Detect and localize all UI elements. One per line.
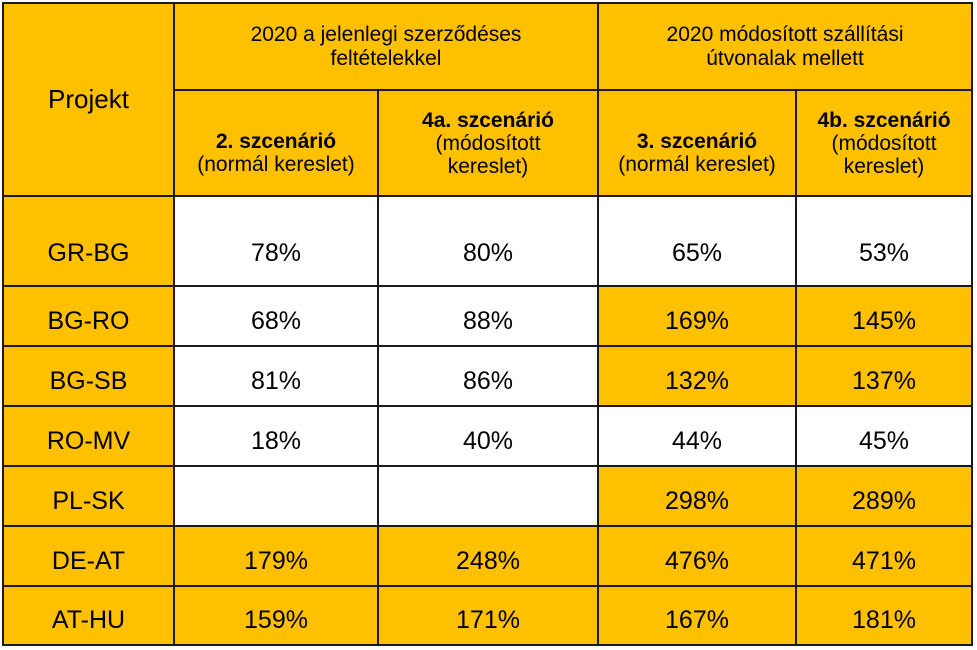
value-cell: 53%: [795, 195, 974, 287]
value-cell: 78%: [173, 195, 379, 287]
scenario-title: 4a. szcenárió: [422, 108, 554, 132]
table-row: BG-SB 81% 86% 132% 137%: [2, 345, 974, 407]
scenario-4a-header: 4a. szcenárió (módosított kereslet): [376, 89, 600, 197]
value-cell: 476%: [597, 525, 798, 587]
scenario-desc-2: kereslet): [843, 154, 925, 178]
value-cell: 65%: [597, 195, 798, 287]
scenario-2-header: 2. szcenárió (normál kereslet): [173, 89, 379, 197]
value-cell: 181%: [795, 585, 974, 646]
value-cell: 81%: [173, 345, 379, 407]
value-cell: 86%: [376, 345, 600, 407]
row-project-name: PL-SK: [2, 465, 175, 527]
value-cell: 80%: [376, 195, 600, 287]
table-row: RO-MV 18% 40% 44% 45%: [2, 405, 974, 467]
header-row-groups: Projekt 2020 a jelenlegi szerződéses fel…: [2, 2, 974, 197]
group2-line1: 2020 módosított szállítási: [666, 22, 904, 46]
value-cell: 298%: [597, 465, 798, 527]
table-row: BG-RO 68% 88% 169% 145%: [2, 285, 974, 347]
table-row: DE-AT 179% 248% 476% 471%: [2, 525, 974, 587]
scenario-title: 4b. szcenárió: [817, 108, 951, 132]
value-cell: 169%: [597, 285, 798, 347]
table-row: AT-HU 159% 171% 167% 181%: [2, 585, 974, 646]
group1-line2: feltételekkel: [330, 46, 442, 70]
value-cell: 159%: [173, 585, 379, 646]
scenario-title: 2. szcenárió: [215, 130, 337, 153]
group2-line2: útvonalak mellett: [706, 46, 864, 70]
row-project-name: DE-AT: [2, 525, 175, 587]
value-cell: 18%: [173, 405, 379, 467]
value-cell: 471%: [795, 525, 974, 587]
row-project-name: RO-MV: [2, 405, 175, 467]
scenario-desc: (módosított: [435, 131, 541, 155]
value-cell: 137%: [795, 345, 974, 407]
scenario-4b-header: 4b. szcenárió (módosított kereslet): [795, 89, 974, 197]
table-row: GR-BG 78% 80% 65% 53%: [2, 195, 974, 287]
row-project-name: AT-HU: [2, 585, 175, 646]
row-project-name: GR-BG: [2, 195, 175, 287]
value-cell: 132%: [597, 345, 798, 407]
value-cell: 68%: [173, 285, 379, 347]
scenario-desc: (normál kereslet): [197, 153, 355, 176]
scenario-desc: (normál kereslet): [618, 153, 776, 176]
project-header: Projekt: [2, 2, 175, 197]
scenario-desc-2: kereslet): [447, 154, 529, 178]
group-header-current-contracts: 2020 a jelenlegi szerződéses feltételekk…: [172, 2, 600, 91]
value-cell: [376, 465, 600, 527]
value-cell: 88%: [376, 285, 600, 347]
table-row: PL-SK 298% 289%: [2, 465, 974, 527]
value-cell: 289%: [795, 465, 974, 527]
value-cell: 171%: [376, 585, 600, 646]
value-cell: 45%: [795, 405, 974, 467]
value-cell: [173, 465, 379, 527]
scenario-desc: (módosított: [831, 131, 937, 155]
value-cell: 248%: [376, 525, 600, 587]
header-row-scenarios: 2. szcenárió (normál kereslet) 4a. szcen…: [3, 89, 974, 197]
scenario-title: 3. szcenárió: [636, 130, 758, 153]
value-cell: 179%: [173, 525, 379, 587]
scenario-3-header: 3. szcenárió (normál kereslet): [597, 89, 798, 197]
value-cell: 40%: [376, 405, 600, 467]
row-project-name: BG-SB: [2, 345, 175, 407]
value-cell: 167%: [597, 585, 798, 646]
value-cell: 145%: [795, 285, 974, 347]
row-project-name: BG-RO: [2, 285, 175, 347]
group-header-modified-routes: 2020 módosított szállítási útvonalak mel…: [597, 2, 974, 91]
value-cell: 44%: [597, 405, 798, 467]
group1-line1: 2020 a jelenlegi szerződéses: [250, 22, 522, 46]
